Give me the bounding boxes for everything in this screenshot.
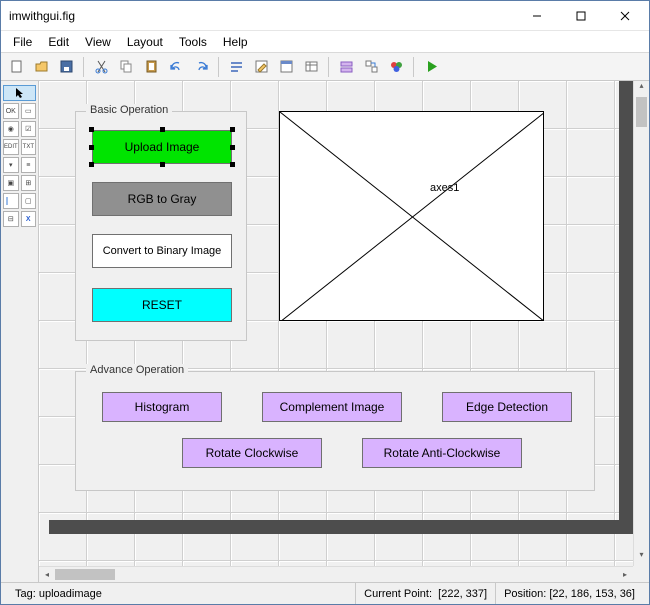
save-icon[interactable] bbox=[55, 56, 77, 78]
scroll-up-icon[interactable]: ▴ bbox=[634, 81, 649, 97]
menu-edit[interactable]: Edit bbox=[40, 33, 77, 51]
histogram-button[interactable]: Histogram bbox=[102, 392, 222, 422]
axes1[interactable]: axes1 bbox=[279, 111, 544, 321]
panel-title: Basic Operation bbox=[86, 104, 172, 116]
scroll-thumb[interactable] bbox=[636, 97, 647, 127]
axes-label: axes1 bbox=[430, 182, 459, 194]
menu-view[interactable]: View bbox=[77, 33, 119, 51]
radiobutton-icon[interactable]: ◉ bbox=[3, 121, 19, 137]
workspace: OK▭ ◉☑ EDITTXT ▾≡ ▣⊞ ▢ ⊟X Basic Operatio… bbox=[1, 81, 649, 582]
menu-file[interactable]: File bbox=[5, 33, 40, 51]
panel-title: Advance Operation bbox=[86, 364, 188, 376]
pushbutton-icon[interactable]: OK bbox=[3, 103, 19, 119]
browser-icon[interactable] bbox=[300, 56, 322, 78]
checkbox-icon[interactable]: ☑ bbox=[21, 121, 37, 137]
close-button[interactable] bbox=[603, 2, 647, 30]
convert-binary-button[interactable]: Convert to Binary Image bbox=[92, 234, 232, 268]
button-label: Convert to Binary Image bbox=[103, 245, 222, 257]
titlebar: imwithgui.fig bbox=[1, 1, 649, 31]
upload-image-button[interactable]: Upload Image bbox=[92, 130, 232, 164]
design-canvas[interactable]: Basic Operation Upload Image RGB to Gray… bbox=[39, 81, 649, 566]
edit-text-icon[interactable]: EDIT bbox=[3, 139, 19, 155]
reset-button[interactable]: RESET bbox=[92, 288, 232, 322]
window-title: imwithgui.fig bbox=[9, 9, 515, 23]
button-label: Edge Detection bbox=[466, 400, 548, 414]
select-tool-icon[interactable] bbox=[3, 85, 36, 101]
scroll-thumb[interactable] bbox=[55, 569, 115, 580]
button-label: Complement Image bbox=[280, 400, 385, 414]
scroll-right-icon[interactable]: ▸ bbox=[617, 567, 633, 582]
scroll-left-icon[interactable]: ◂ bbox=[39, 567, 55, 582]
slider-icon[interactable]: ▭ bbox=[21, 103, 37, 119]
tab-order-icon[interactable] bbox=[360, 56, 382, 78]
toolbar-editor-icon[interactable] bbox=[335, 56, 357, 78]
scroll-down-icon[interactable]: ▾ bbox=[634, 550, 649, 566]
editor-icon[interactable] bbox=[250, 56, 272, 78]
horizontal-scrollbar[interactable]: ◂ ▸ bbox=[39, 566, 633, 582]
canvas-wrap: Basic Operation Upload Image RGB to Gray… bbox=[39, 81, 649, 582]
figure-shadow-bottom bbox=[49, 520, 649, 534]
axes-icon[interactable] bbox=[3, 193, 19, 209]
button-label: RGB to Gray bbox=[128, 192, 197, 206]
listbox-icon[interactable]: ≡ bbox=[21, 157, 37, 173]
panel-icon[interactable]: ▢ bbox=[21, 193, 37, 209]
complement-button[interactable]: Complement Image bbox=[262, 392, 402, 422]
rgb-to-gray-button[interactable]: RGB to Gray bbox=[92, 182, 232, 216]
run-icon[interactable] bbox=[420, 56, 442, 78]
menu-layout[interactable]: Layout bbox=[119, 33, 171, 51]
status-bar: Tag: uploadimage Current Point: [222, 33… bbox=[1, 582, 649, 604]
menu-help[interactable]: Help bbox=[215, 33, 256, 51]
property-icon[interactable] bbox=[275, 56, 297, 78]
button-label: Rotate Clockwise bbox=[206, 446, 299, 460]
align-icon[interactable] bbox=[225, 56, 247, 78]
popup-icon[interactable]: ▾ bbox=[3, 157, 19, 173]
figure-shadow-right bbox=[619, 81, 633, 520]
button-label: Rotate Anti-Clockwise bbox=[384, 446, 501, 460]
component-palette: OK▭ ◉☑ EDITTXT ▾≡ ▣⊞ ▢ ⊟X bbox=[1, 81, 39, 582]
table-icon[interactable]: ⊞ bbox=[21, 175, 37, 191]
undo-icon[interactable] bbox=[165, 56, 187, 78]
cut-icon[interactable] bbox=[90, 56, 112, 78]
buttongroup-icon[interactable]: ⊟ bbox=[3, 211, 19, 227]
button-label: RESET bbox=[142, 298, 182, 312]
menubar: File Edit View Layout Tools Help bbox=[1, 31, 649, 53]
basic-operation-panel[interactable]: Basic Operation Upload Image RGB to Gray… bbox=[75, 111, 247, 341]
status-tag: Tag: uploadimage bbox=[7, 583, 356, 604]
paste-icon[interactable] bbox=[140, 56, 162, 78]
vertical-scrollbar[interactable]: ▴ ▾ bbox=[633, 81, 649, 566]
rotate-acw-button[interactable]: Rotate Anti-Clockwise bbox=[362, 438, 522, 468]
redo-icon[interactable] bbox=[190, 56, 212, 78]
new-icon[interactable] bbox=[5, 56, 27, 78]
activex-icon[interactable]: X bbox=[21, 211, 37, 227]
app-window: imwithgui.fig File Edit View Layout Tool… bbox=[0, 0, 650, 605]
status-position: Position: [22, 186, 153, 36] bbox=[496, 583, 643, 604]
button-label: Upload Image bbox=[125, 140, 200, 154]
minimize-button[interactable] bbox=[515, 2, 559, 30]
edge-detection-button[interactable]: Edge Detection bbox=[442, 392, 572, 422]
static-text-icon[interactable]: TXT bbox=[21, 139, 36, 155]
open-icon[interactable] bbox=[30, 56, 52, 78]
menu-tools[interactable]: Tools bbox=[171, 33, 215, 51]
toolbar bbox=[1, 53, 649, 81]
advance-operation-panel[interactable]: Advance Operation Histogram Complement I… bbox=[75, 371, 595, 491]
copy-icon[interactable] bbox=[115, 56, 137, 78]
button-label: Histogram bbox=[135, 400, 190, 414]
status-current-point: Current Point: [222, 337] bbox=[356, 583, 496, 604]
toggle-icon[interactable]: ▣ bbox=[3, 175, 19, 191]
maximize-button[interactable] bbox=[559, 2, 603, 30]
rotate-cw-button[interactable]: Rotate Clockwise bbox=[182, 438, 322, 468]
color-icon[interactable] bbox=[385, 56, 407, 78]
